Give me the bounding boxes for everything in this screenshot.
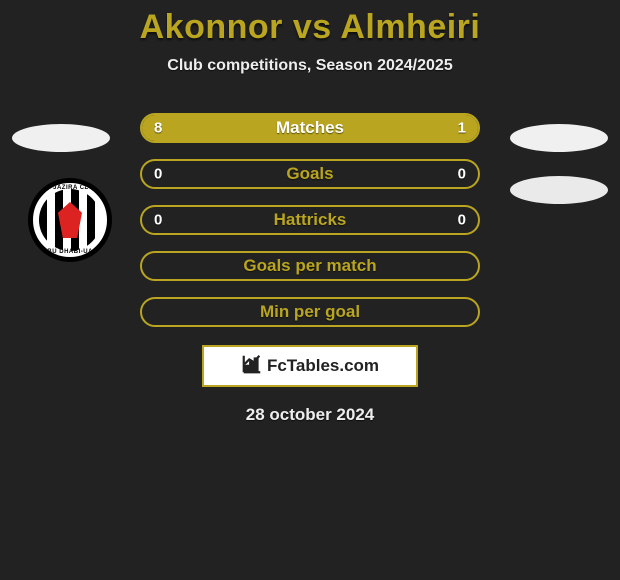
stat-row: Matches 8 1 xyxy=(0,113,620,143)
stat-row: Hattricks 0 0 xyxy=(0,205,620,235)
stat-value-left: 0 xyxy=(154,166,162,183)
stat-row: Min per goal xyxy=(0,297,620,327)
stat-bar-left xyxy=(142,161,310,187)
stat-label: Goals xyxy=(286,164,333,184)
stat-label: Min per goal xyxy=(260,302,360,322)
stat-value-right: 0 xyxy=(458,212,466,229)
subtitle: Club competitions, Season 2024/2025 xyxy=(0,57,620,75)
stat-value-left: 0 xyxy=(154,212,162,229)
stat-rows: Matches 8 1 Goals 0 0 Hattricks 0 0 Goals per mat… xyxy=(0,113,620,327)
stat-value-right: 0 xyxy=(458,166,466,183)
stat-row: Goals per match xyxy=(0,251,620,281)
stat-value-left: 8 xyxy=(154,120,162,137)
stat-bar: Hattricks 0 0 xyxy=(140,205,480,235)
stat-bar: Goals per match xyxy=(140,251,480,281)
stat-bar: Matches 8 1 xyxy=(140,113,480,143)
stat-bar: Goals 0 0 xyxy=(140,159,480,189)
stat-value-right: 1 xyxy=(458,120,466,137)
stat-label: Matches xyxy=(276,118,344,138)
comparison-card: Akonnor vs Almheiri Club competitions, S… xyxy=(0,0,620,580)
stat-label: Goals per match xyxy=(243,256,376,276)
page-title: Akonnor vs Almheiri xyxy=(0,8,620,47)
chart-icon xyxy=(241,353,263,380)
stat-bar-right xyxy=(310,161,478,187)
fctables-text: FcTables.com xyxy=(267,356,379,376)
stat-label: Hattricks xyxy=(274,210,347,230)
stat-bar: Min per goal xyxy=(140,297,480,327)
fctables-watermark: FcTables.com xyxy=(202,345,418,387)
stat-row: Goals 0 0 xyxy=(0,159,620,189)
snapshot-date: 28 october 2024 xyxy=(0,405,620,425)
